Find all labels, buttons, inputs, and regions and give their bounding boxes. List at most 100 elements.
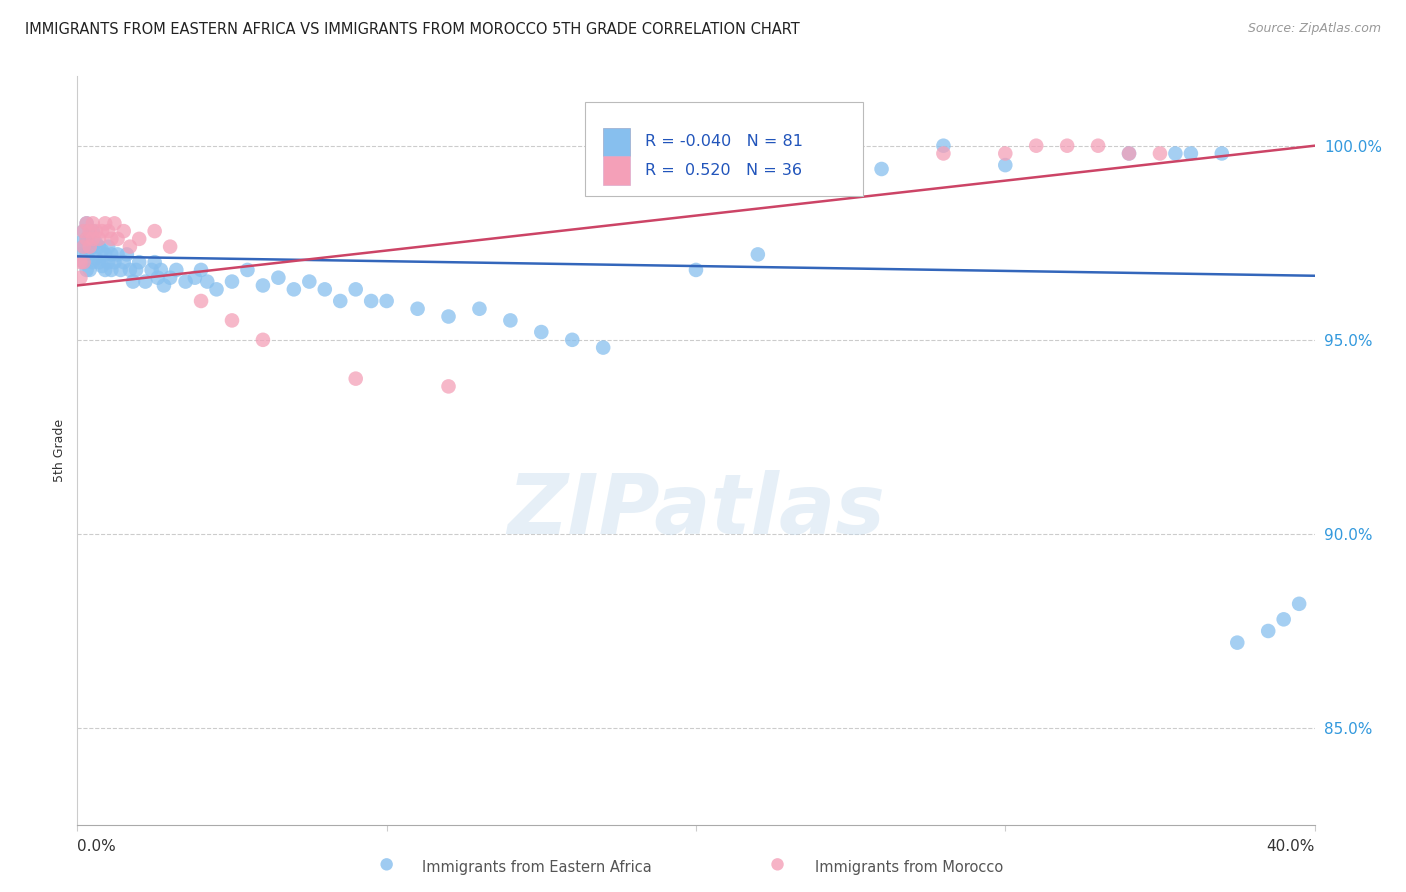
Point (82, 224, 104, 238)
Point (766, 857, 789, 871)
Point (184, 270, 207, 285)
Point (107, 232, 129, 246)
Point (143, 255, 166, 269)
Point (437, 310, 460, 324)
Point (103, 255, 125, 269)
FancyBboxPatch shape (603, 156, 630, 185)
Point (110, 263, 132, 277)
Point (69, 235, 91, 250)
Point (1272, 612, 1295, 626)
Point (97, 224, 120, 238)
FancyBboxPatch shape (603, 128, 630, 156)
Point (1226, 635, 1249, 649)
Point (932, 138, 955, 153)
Point (72, 224, 94, 238)
Point (84, 224, 107, 238)
Point (314, 282, 336, 296)
Point (159, 240, 181, 254)
Point (592, 341, 614, 355)
Point (149, 263, 172, 277)
Point (94, 263, 117, 277)
Point (72, 255, 94, 269)
Point (87, 255, 110, 269)
Point (125, 263, 148, 277)
Point (747, 247, 769, 261)
Point (79, 263, 101, 277)
Point (118, 240, 141, 254)
Point (91, 244, 114, 258)
Text: 0.0%: 0.0% (77, 838, 117, 854)
Point (103, 216, 125, 230)
Text: R =  0.520   N = 36: R = 0.520 N = 36 (645, 163, 803, 178)
Point (685, 263, 707, 277)
Point (112, 255, 135, 269)
Point (159, 270, 181, 285)
Point (82, 232, 104, 246)
Point (141, 263, 163, 277)
Point (1288, 597, 1310, 611)
Point (344, 371, 367, 385)
Point (165, 263, 187, 277)
Point (221, 275, 243, 289)
Point (174, 275, 197, 289)
Text: ZIPatlas: ZIPatlas (508, 470, 884, 551)
Point (870, 161, 893, 176)
Point (128, 232, 150, 246)
Point (128, 255, 150, 269)
Point (1180, 146, 1202, 161)
Point (375, 293, 398, 308)
Point (329, 293, 352, 308)
Point (932, 146, 955, 161)
Point (1211, 146, 1233, 161)
Point (994, 146, 1017, 161)
Point (97, 240, 120, 254)
Point (76, 232, 98, 246)
Point (79, 244, 101, 258)
Point (1025, 138, 1047, 153)
Point (72, 255, 94, 269)
Point (468, 301, 491, 316)
Point (236, 263, 259, 277)
Point (499, 313, 522, 327)
Point (134, 275, 156, 289)
Point (87, 232, 110, 246)
FancyBboxPatch shape (585, 102, 863, 195)
Point (115, 247, 138, 261)
Point (79, 227, 101, 242)
Point (100, 247, 122, 261)
Point (406, 301, 429, 316)
Point (72, 240, 94, 254)
Point (100, 263, 122, 277)
Point (994, 158, 1017, 172)
Point (82, 240, 104, 254)
Point (76, 232, 98, 246)
Point (1149, 146, 1171, 161)
Point (94, 216, 117, 230)
Point (153, 278, 176, 293)
Point (1118, 146, 1140, 161)
Point (360, 293, 382, 308)
Point (190, 293, 212, 308)
Point (107, 247, 129, 261)
Point (84, 252, 107, 266)
Point (79, 240, 101, 254)
Point (1257, 624, 1279, 638)
Point (72, 240, 94, 254)
Point (375, 857, 398, 871)
Point (97, 255, 120, 269)
Point (91, 259, 114, 273)
Point (72, 224, 94, 238)
Point (76, 263, 98, 277)
Point (530, 325, 553, 339)
Point (94, 247, 117, 261)
Point (190, 263, 212, 277)
Point (205, 282, 228, 296)
Point (195, 275, 218, 289)
Point (76, 247, 98, 261)
Point (122, 275, 145, 289)
Y-axis label: 5th Grade: 5th Grade (53, 419, 66, 482)
Point (252, 333, 274, 347)
Point (146, 270, 169, 285)
Text: Immigrants from Eastern Africa: Immigrants from Eastern Africa (422, 860, 651, 874)
Point (69, 247, 91, 261)
